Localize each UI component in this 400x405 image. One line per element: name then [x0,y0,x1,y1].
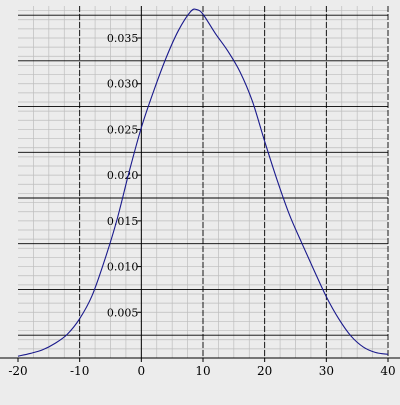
y-ticks: 0.005 0.010 0.015 0.020 0.025 0.030 0.035 [107,32,142,319]
y-tick-label: 0.025 [107,123,139,136]
y-tick-label: 0.005 [107,306,139,319]
y-tick-label: 0.020 [107,169,139,182]
x-tick-label: 40 [380,364,395,378]
x-tick-label: -10 [70,364,89,378]
axes [0,6,400,359]
y-tick-label: 0.015 [107,215,139,228]
x-tick-label: 30 [319,364,334,378]
major-grid [18,6,389,358]
y-tick-label: 0.030 [107,78,139,91]
x-tick-label: 20 [257,364,272,378]
series-layer [17,8,389,357]
x-tick-label: 0 [138,364,146,378]
x-tick-label: 10 [195,364,210,378]
x-ticks: -20 -10 0 10 20 30 40 [8,358,396,378]
series-line-0 [17,8,389,357]
x-tick-label: -20 [8,364,27,378]
y-tick-label: 0.010 [107,261,139,274]
y-tick-label: 0.035 [107,32,139,45]
